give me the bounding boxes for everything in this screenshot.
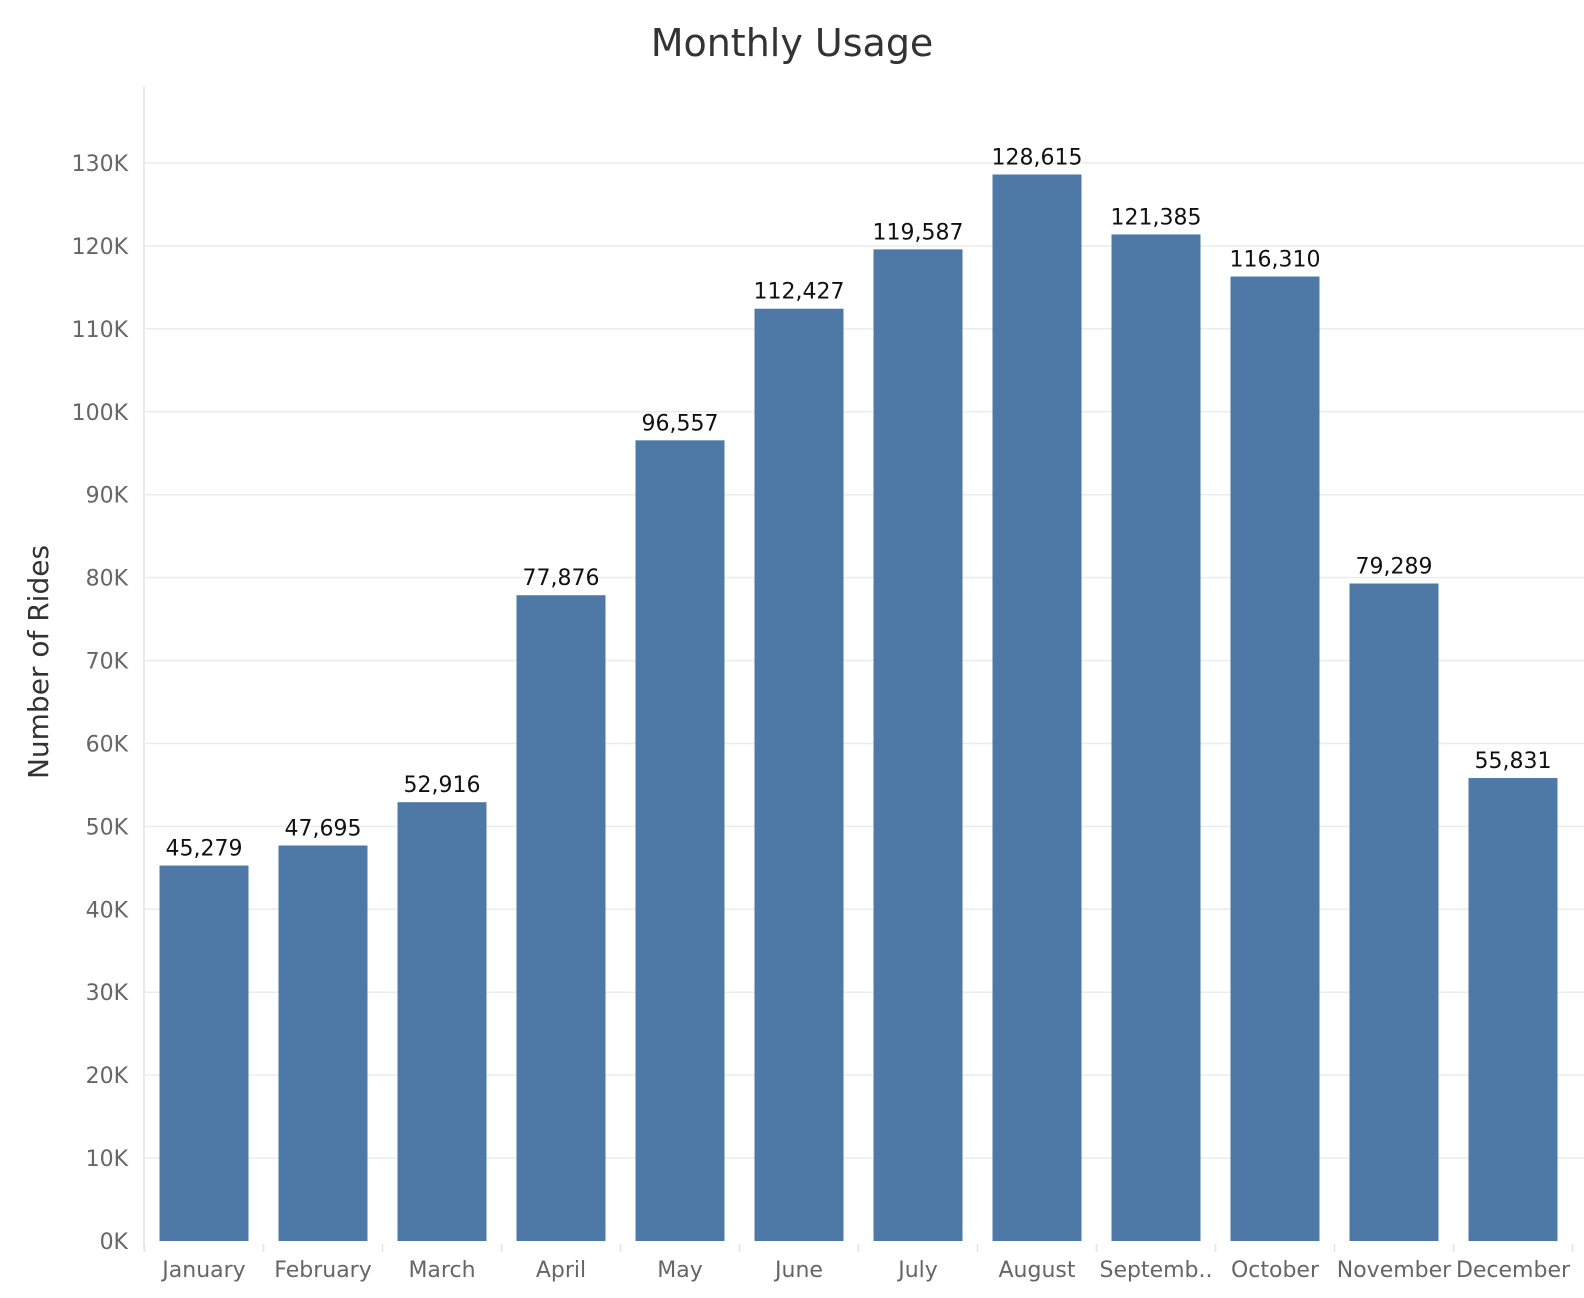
y-tick-label: 130K (72, 152, 129, 177)
chart-title: Monthly Usage (651, 21, 934, 65)
y-tick-label: 80K (86, 567, 129, 592)
x-category-label: June (773, 1258, 823, 1283)
bar[interactable] (1468, 778, 1558, 1241)
x-category-label: July (896, 1258, 938, 1283)
y-tick-label: 60K (86, 732, 129, 757)
bar[interactable] (159, 865, 249, 1241)
x-category-label: January (160, 1258, 245, 1283)
y-tick-label: 90K (86, 484, 129, 509)
x-category-label: August (999, 1258, 1076, 1283)
data-label: 112,427 (754, 280, 845, 305)
data-labels: 45,279 47,695 52,916 77,876 96,557 112,427 119… (166, 145, 1552, 861)
y-tick-label: 0K (100, 1230, 129, 1255)
data-label: 79,289 (1356, 555, 1433, 580)
bar[interactable] (754, 308, 844, 1242)
bar[interactable] (1111, 234, 1201, 1241)
bar[interactable] (1349, 583, 1439, 1241)
y-tick-label: 120K (72, 235, 129, 260)
y-tick-label: 30K (86, 981, 129, 1006)
data-label: 121,385 (1111, 205, 1202, 230)
bar[interactable] (1230, 276, 1320, 1241)
x-category-label: February (274, 1258, 372, 1283)
bar[interactable] (873, 249, 963, 1242)
y-axis-ticks: 0K 10K 20K 30K 40K 50K 60K 70K 80K 90K 100K 110K 120… (72, 152, 129, 1255)
y-tick-label: 50K (86, 815, 129, 840)
data-label: 55,831 (1475, 749, 1552, 774)
x-category-label: Septemb.. (1099, 1258, 1212, 1283)
bar[interactable] (992, 174, 1082, 1241)
data-label: 119,587 (873, 220, 964, 245)
y-tick-label: 70K (86, 650, 129, 675)
x-category-label: March (408, 1258, 475, 1283)
y-tick-label: 20K (86, 1064, 129, 1089)
bars (159, 174, 1558, 1242)
data-label: 47,695 (285, 816, 362, 841)
y-tick-label: 40K (86, 898, 129, 923)
y-axis-label: Number of Rides (22, 545, 55, 779)
bar[interactable] (635, 440, 725, 1241)
data-label: 128,615 (992, 145, 1083, 170)
y-tick-label: 110K (72, 318, 129, 343)
data-label: 116,310 (1230, 248, 1321, 273)
x-category-label: October (1231, 1258, 1320, 1283)
gridlines (143, 86, 1584, 1252)
x-category-label: November (1337, 1258, 1452, 1283)
x-category-label: April (536, 1258, 586, 1283)
bar[interactable] (397, 802, 487, 1241)
x-category-label: December (1456, 1258, 1571, 1283)
y-tick-label: 10K (86, 1147, 129, 1172)
bar[interactable] (278, 845, 368, 1241)
data-label: 45,279 (166, 837, 243, 862)
bar[interactable] (516, 595, 606, 1241)
x-axis-categories: January February March April May June July Augu… (160, 1258, 1571, 1283)
y-tick-label: 100K (72, 401, 129, 426)
data-label: 96,557 (642, 411, 719, 436)
x-category-label: May (657, 1258, 702, 1283)
data-label: 52,916 (404, 773, 481, 798)
data-label: 77,876 (523, 566, 600, 591)
